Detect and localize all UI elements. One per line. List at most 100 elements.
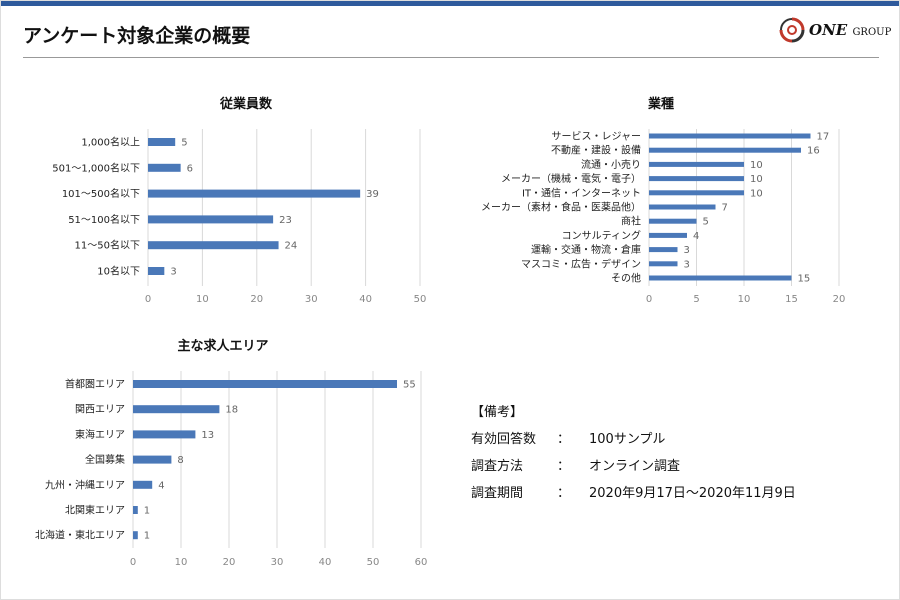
notes-sep: ： — [557, 432, 571, 447]
bar — [148, 267, 165, 275]
x-tick-label: 50 — [414, 294, 427, 305]
data-label: 3 — [684, 245, 690, 256]
data-label: 55 — [403, 380, 416, 391]
category-label: 10名以下 — [97, 265, 140, 278]
bar — [649, 218, 697, 224]
bar — [133, 531, 138, 540]
x-tick-label: 20 — [833, 294, 846, 305]
bar — [649, 147, 801, 153]
x-tick-label: 5 — [693, 294, 699, 305]
top-accent-bar — [1, 1, 899, 6]
data-label: 17 — [817, 132, 830, 143]
bar — [649, 275, 792, 281]
x-tick-label: 30 — [271, 557, 284, 568]
category-label: 東海エリア — [75, 428, 125, 441]
data-label: 4 — [693, 231, 699, 242]
bar — [649, 190, 744, 196]
data-label: 18 — [225, 405, 238, 416]
data-label: 3 — [684, 259, 690, 270]
category-label: メーカー（素材・食品・医薬品他） — [481, 201, 641, 214]
chart-title: 従業員数 — [219, 96, 273, 112]
chart-title: 業種 — [647, 96, 674, 112]
data-label: 10 — [750, 188, 763, 199]
bar — [649, 247, 678, 253]
logo-text: ONE GROUP — [809, 21, 892, 39]
category-label: 51～100名以下 — [68, 213, 140, 226]
x-tick-label: 40 — [319, 557, 332, 568]
category-label: 不動産・建設・設備 — [551, 144, 641, 157]
bar — [148, 189, 361, 198]
category-label: 1,000名以上 — [81, 136, 140, 149]
category-label: 101～500名以下 — [62, 187, 140, 200]
category-label: 全国募集 — [85, 453, 125, 466]
notes-key: 調査期間 — [471, 486, 524, 501]
notes: 【備考】 有効回答数 ： 100サンプル 調査方法 ： オンライン調査 調査期間… — [471, 397, 796, 505]
category-label: マスコミ・広告・デザイン — [521, 257, 641, 270]
data-label: 23 — [279, 215, 292, 226]
x-tick-label: 20 — [223, 557, 236, 568]
data-label: 1 — [144, 506, 150, 517]
category-label: 運輸・交通・物流・倉庫 — [531, 243, 641, 256]
title-divider — [23, 57, 879, 58]
x-tick-label: 0 — [646, 294, 652, 305]
category-label: 商社 — [621, 215, 641, 228]
notes-row: 調査期間 ： 2020年9月17日～2020年11月9日 — [471, 478, 796, 505]
data-label: 6 — [187, 163, 193, 174]
category-label: 九州・沖縄エリア — [45, 478, 125, 491]
bar — [148, 215, 274, 224]
x-tick-label: 10 — [196, 294, 209, 305]
category-label: 流通・小売り — [581, 158, 641, 171]
x-tick-label: 60 — [415, 557, 428, 568]
bar — [133, 380, 397, 388]
data-label: 10 — [750, 160, 763, 171]
bar — [148, 138, 176, 146]
logo-swirl-icon — [779, 17, 805, 43]
page-title: アンケート対象企業の概要 — [23, 25, 251, 47]
notes-key: 調査方法 — [471, 459, 524, 474]
category-label: 11～50名以下 — [75, 239, 140, 252]
category-label: サービス・レジャー — [552, 131, 642, 143]
x-tick-label: 40 — [359, 294, 372, 305]
data-label: 5 — [703, 217, 709, 228]
bar — [148, 163, 181, 172]
notes-value: 100サンプル — [589, 432, 666, 447]
data-label: 3 — [170, 267, 176, 278]
category-label: IT・通信・インターネット — [522, 187, 641, 199]
bar — [649, 261, 678, 267]
x-tick-label: 20 — [250, 294, 263, 305]
bar — [133, 506, 138, 514]
bar — [649, 204, 716, 210]
data-label: 8 — [177, 455, 183, 466]
data-label: 16 — [807, 146, 820, 157]
x-tick-label: 0 — [130, 557, 136, 568]
data-label: 1 — [144, 531, 150, 542]
data-label: 13 — [201, 430, 214, 441]
bar — [133, 455, 172, 464]
category-label: コンサルティング — [562, 229, 641, 242]
bar — [649, 161, 744, 167]
data-label: 24 — [285, 241, 298, 252]
bar — [649, 133, 811, 139]
x-tick-label: 0 — [145, 294, 151, 305]
data-label: 39 — [366, 189, 379, 200]
bar — [133, 480, 153, 489]
notes-sep: ： — [557, 459, 571, 474]
category-label: 首都圏エリア — [65, 378, 125, 391]
notes-value: 2020年9月17日～2020年11月9日 — [589, 486, 796, 501]
bar — [148, 241, 279, 250]
data-label: 15 — [798, 274, 811, 285]
chart-title: 主な求人エリア — [177, 338, 268, 354]
x-tick-label: 10 — [738, 294, 751, 305]
notes-row: 調査方法 ： オンライン調査 — [471, 451, 796, 478]
x-tick-label: 50 — [367, 557, 380, 568]
category-label: 北海道・東北エリア — [35, 529, 125, 542]
category-label: 関西エリア — [75, 404, 125, 416]
category-label: その他 — [611, 272, 641, 285]
notes-key: 有効回答数 — [471, 432, 537, 447]
notes-sep: ： — [557, 486, 571, 501]
category-label: 501～1,000名以下 — [52, 161, 140, 174]
notes-heading: 【備考】 — [471, 405, 524, 420]
data-label: 5 — [181, 138, 187, 149]
bar — [649, 176, 744, 182]
